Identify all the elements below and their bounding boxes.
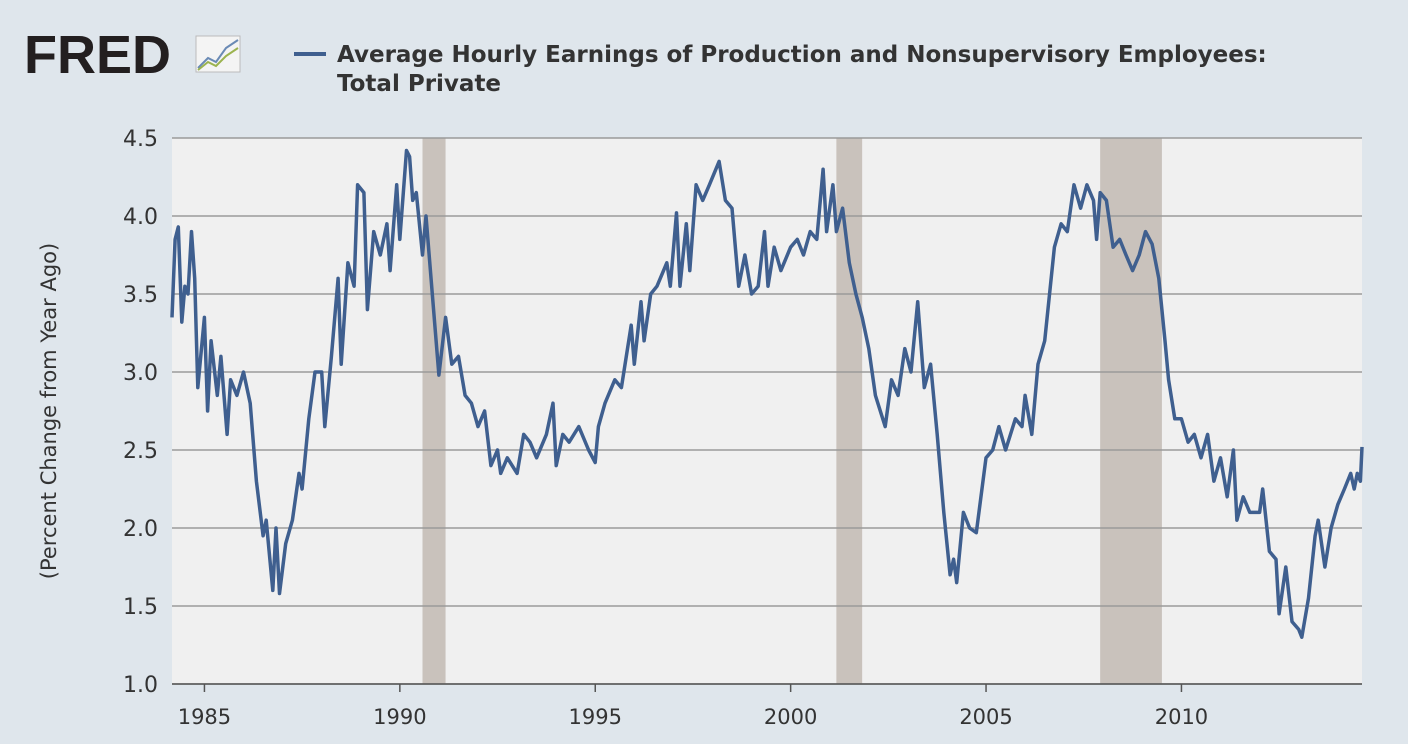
- plot-area: [172, 138, 1362, 684]
- y-tick-label: 1.5: [123, 595, 158, 620]
- logo: FRED: [24, 25, 171, 85]
- recession-band: [836, 138, 863, 684]
- x-tick-label: 1990: [373, 705, 426, 729]
- logo-icon: [195, 35, 241, 73]
- data-line: [170, 148, 1364, 639]
- x-tick-label: 2005: [959, 705, 1012, 729]
- y-axis-label: (Percent Change from Year Ago): [37, 243, 61, 579]
- x-tick-label: 1995: [569, 705, 622, 729]
- recession-band: [422, 138, 446, 684]
- y-tick-label: 1.0: [123, 673, 158, 698]
- y-tick-label: 4.0: [123, 205, 158, 230]
- y-tick-label: 3.0: [123, 361, 158, 386]
- legend-label: Average Hourly Earnings of Production an…: [337, 42, 1267, 97]
- x-tick-label: 2000: [764, 705, 817, 729]
- y-tick-label: 2.0: [123, 517, 158, 542]
- y-tick-label: 2.5: [123, 439, 158, 464]
- x-tick-label: 2010: [1155, 705, 1208, 729]
- y-tick-label: 3.5: [123, 283, 158, 308]
- x-tick-label: 1985: [178, 705, 231, 729]
- y-tick-label: 4.5: [123, 127, 158, 152]
